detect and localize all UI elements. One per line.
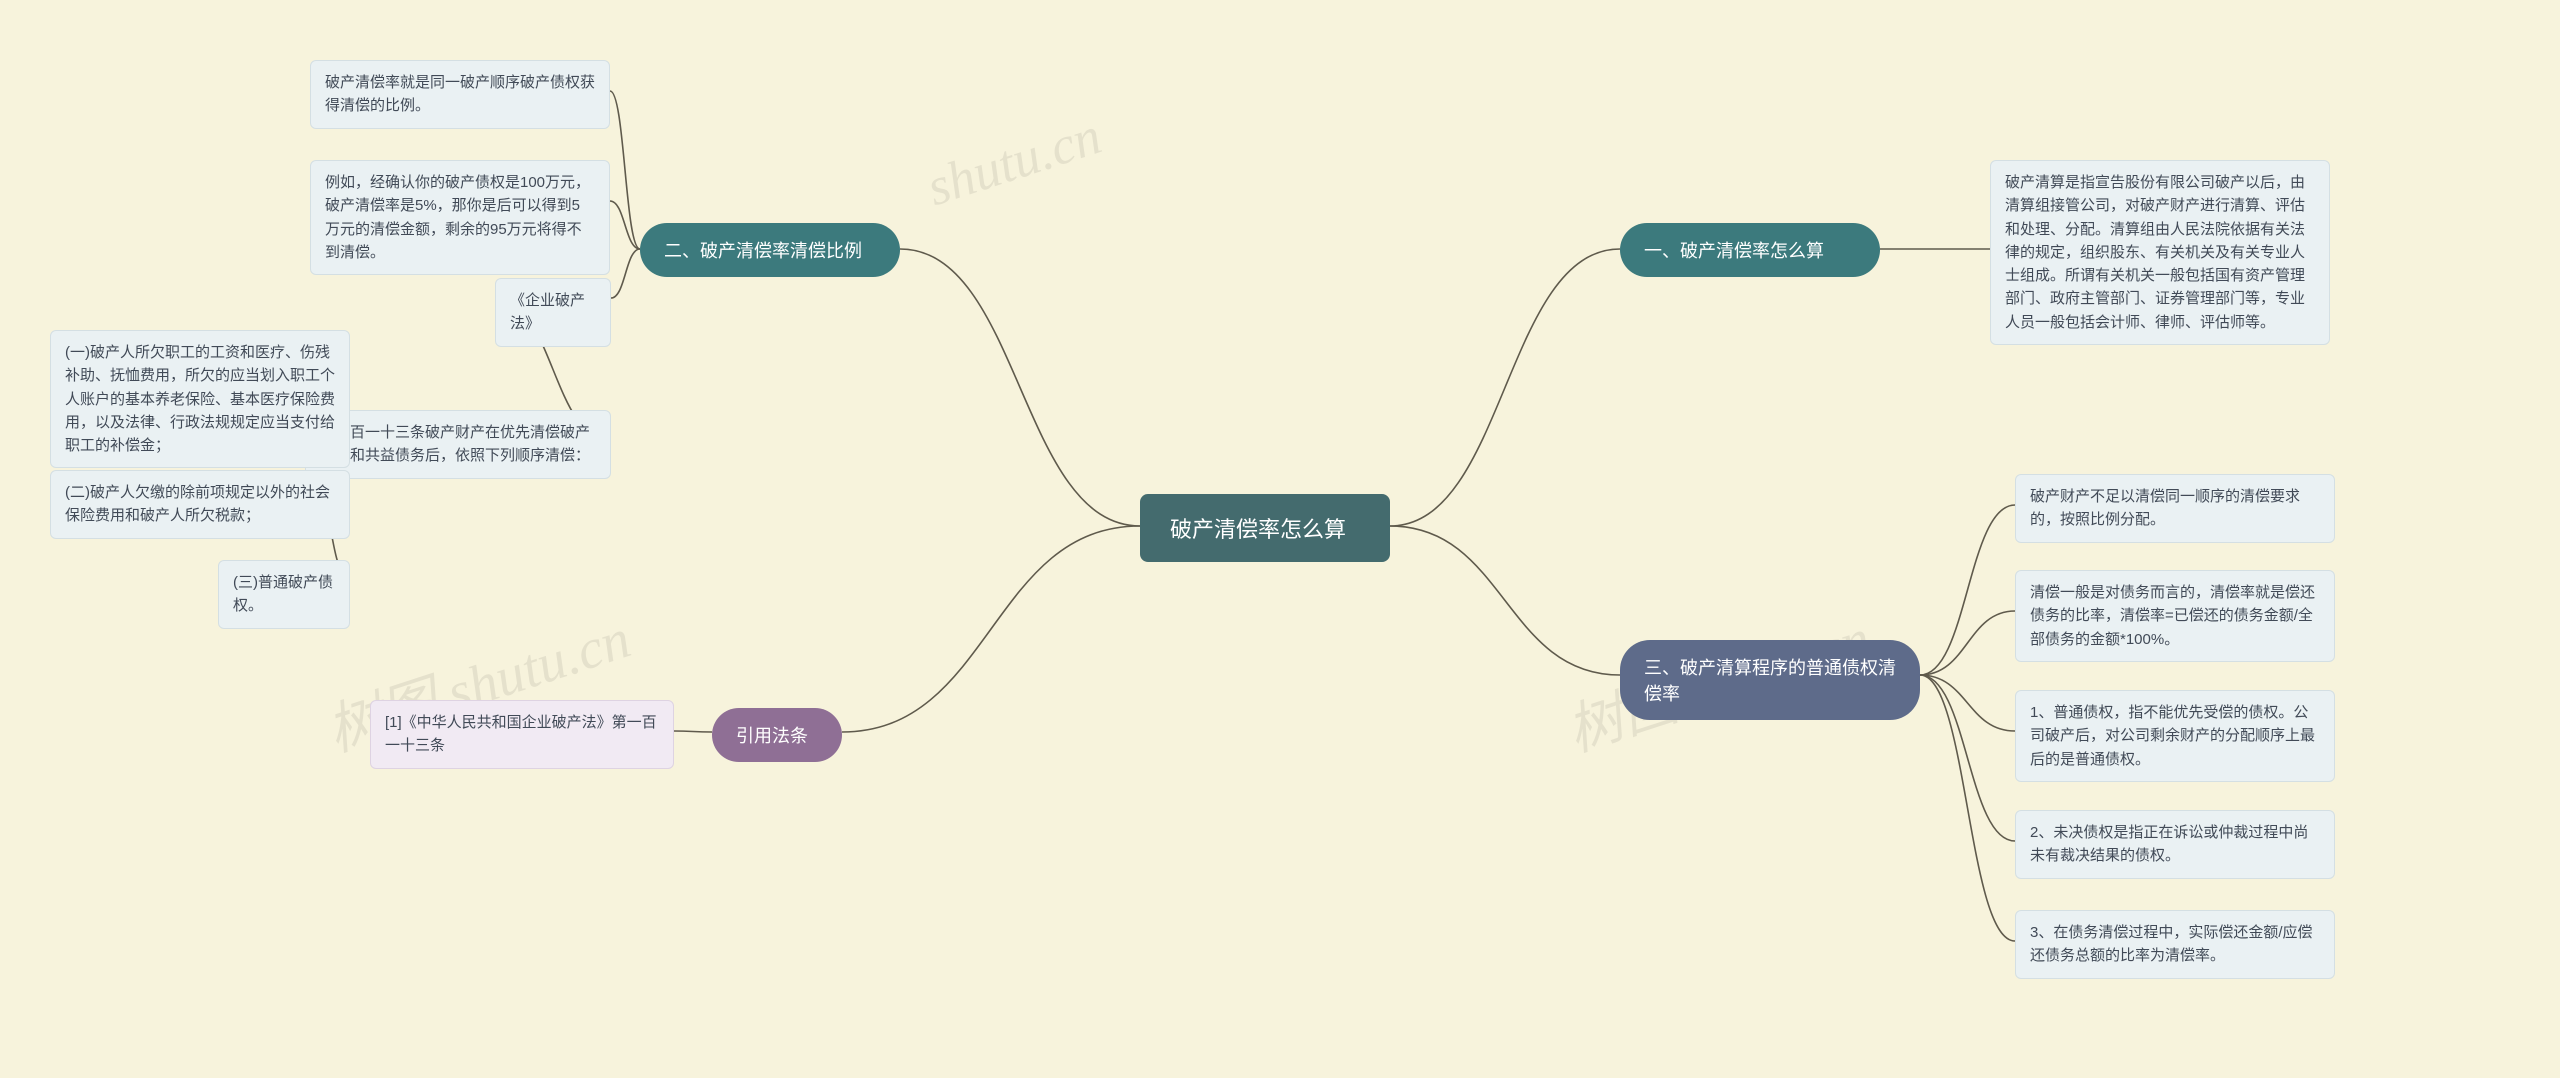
- branch-2-leaf-2: 例如，经确认你的破产债权是100万元，破产清偿率是5%，那你是后可以得到5万元的…: [310, 160, 610, 275]
- branch-2-sub: 第一百一十三条破产财产在优先清偿破产费用和共益债务后，依照下列顺序清偿：: [305, 410, 611, 479]
- branch-3-leaf-4: 2、未决债权是指正在诉讼或仲裁过程中尚未有裁决结果的债权。: [2015, 810, 2335, 879]
- branch-3[interactable]: 三、破产清算程序的普通债权清偿率: [1620, 640, 1920, 720]
- branch-3-leaf-2: 清偿一般是对债务而言的，清偿率就是偿还债务的比率，清偿率=已偿还的债务金额/全部…: [2015, 570, 2335, 662]
- branch-2-leaf-3: 《企业破产法》: [495, 278, 611, 347]
- branch-4-label: 引用法条: [736, 722, 808, 748]
- branch-2-sub-1: (一)破产人所欠职工的工资和医疗、伤残补助、抚恤费用，所欠的应当划入职工个人账户…: [50, 330, 350, 468]
- branch-3-label: 三、破产清算程序的普通债权清偿率: [1644, 654, 1896, 706]
- branch-3-leaf-3: 1、普通债权，指不能优先受偿的债权。公司破产后，对公司剩余财产的分配顺序上最后的…: [2015, 690, 2335, 782]
- branch-4[interactable]: 引用法条: [712, 708, 842, 762]
- branch-2-sub-2: (二)破产人欠缴的除前项规定以外的社会保险费用和破产人所欠税款；: [50, 470, 350, 539]
- root-label: 破产清偿率怎么算: [1170, 512, 1346, 544]
- branch-2-leaf-1: 破产清偿率就是同一破产顺序破产债权获得清偿的比例。: [310, 60, 610, 129]
- branch-3-leaf-5: 3、在债务清偿过程中，实际偿还金额/应偿还债务总额的比率为清偿率。: [2015, 910, 2335, 979]
- branch-1[interactable]: 一、破产清偿率怎么算: [1620, 223, 1880, 277]
- mindmap-canvas: 树图 shutu.cn 树图 shutu.cn shutu.cn 破产清偿率怎么…: [0, 0, 2560, 1078]
- branch-3-leaf-1: 破产财产不足以清偿同一顺序的清偿要求的，按照比例分配。: [2015, 474, 2335, 543]
- branch-4-leaf-1: [1]《中华人民共和国企业破产法》第一百一十三条: [370, 700, 674, 769]
- branch-1-leaf-1: 破产清算是指宣告股份有限公司破产以后，由清算组接管公司，对破产财产进行清算、评估…: [1990, 160, 2330, 345]
- branch-1-label: 一、破产清偿率怎么算: [1644, 237, 1824, 263]
- root-node[interactable]: 破产清偿率怎么算: [1140, 494, 1390, 562]
- branch-2[interactable]: 二、破产清偿率清偿比例: [640, 223, 900, 277]
- watermark: shutu.cn: [920, 105, 1109, 218]
- branch-2-sub-3: (三)普通破产债权。: [218, 560, 350, 629]
- branch-2-label: 二、破产清偿率清偿比例: [664, 237, 862, 263]
